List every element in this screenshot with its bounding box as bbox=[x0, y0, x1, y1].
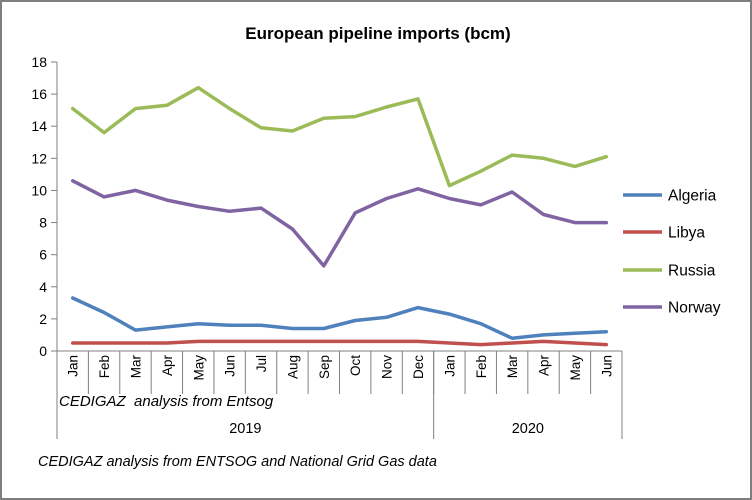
month-label: Dec bbox=[411, 355, 426, 379]
month-label: Nov bbox=[380, 355, 395, 379]
year-label: 2020 bbox=[512, 421, 544, 437]
month-label: Oct bbox=[348, 355, 363, 376]
month-label: Feb bbox=[474, 355, 489, 378]
chart-title: European pipeline imports (bcm) bbox=[245, 24, 511, 43]
y-axis-tick-label: 14 bbox=[31, 118, 47, 134]
legend-label-russia: Russia bbox=[668, 263, 716, 280]
legend-label-algeria: Algeria bbox=[668, 188, 717, 205]
month-label: Jul bbox=[254, 355, 269, 372]
y-axis-tick-label: 10 bbox=[31, 182, 47, 198]
series-line-norway bbox=[70, 179, 609, 268]
series-line-russia bbox=[70, 85, 609, 188]
legend-label-libya: Libya bbox=[668, 225, 705, 242]
legend-label-norway: Norway bbox=[668, 300, 721, 317]
year-label: 2019 bbox=[229, 421, 261, 437]
chart-annotation: CEDIGAZ analysis from Entsog bbox=[59, 393, 274, 410]
month-label: Aug bbox=[285, 355, 300, 379]
month-label: Jun bbox=[599, 355, 614, 377]
month-label: Apr bbox=[537, 355, 552, 377]
month-label: Jun bbox=[223, 355, 238, 377]
month-label: May bbox=[568, 355, 583, 381]
series-line-libya bbox=[70, 339, 609, 347]
month-label: Feb bbox=[97, 355, 112, 378]
y-axis-tick-label: 8 bbox=[39, 215, 47, 231]
series-line-algeria bbox=[70, 296, 609, 340]
y-axis-tick-label: 12 bbox=[31, 150, 47, 166]
y-axis-tick-label: 0 bbox=[39, 343, 47, 359]
y-axis-tick-label: 4 bbox=[39, 279, 47, 295]
y-axis-tick-label: 2 bbox=[39, 311, 47, 327]
month-label: Jan bbox=[66, 355, 81, 377]
month-label: Sep bbox=[317, 355, 332, 379]
month-label: Mar bbox=[128, 354, 143, 378]
month-label: Jan bbox=[442, 355, 457, 377]
month-label: Apr bbox=[160, 355, 175, 377]
source-caption: CEDIGAZ analysis from ENTSOG and Nationa… bbox=[38, 454, 437, 470]
y-axis-tick-label: 18 bbox=[31, 54, 47, 70]
y-axis-tick-label: 16 bbox=[31, 86, 47, 102]
month-label: May bbox=[191, 355, 206, 381]
month-label: Mar bbox=[505, 354, 520, 378]
y-axis-tick-label: 6 bbox=[39, 247, 47, 263]
